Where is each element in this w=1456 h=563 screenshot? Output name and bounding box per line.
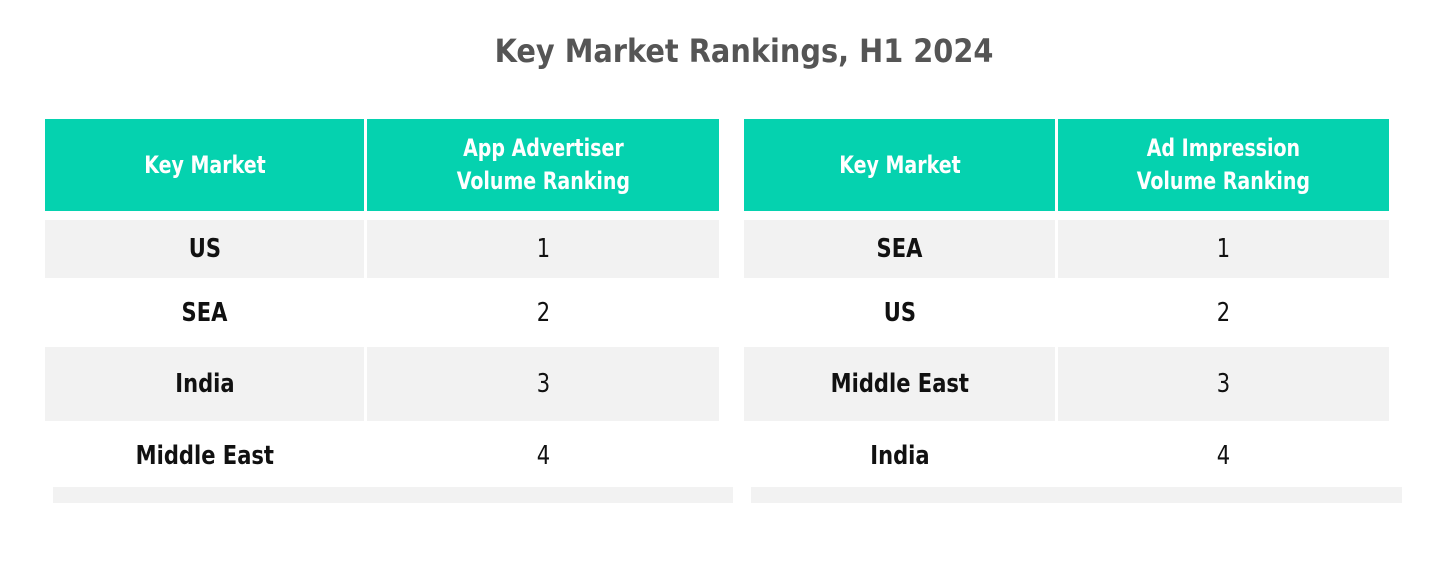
rank-cell: 4 <box>367 421 719 490</box>
rank-cell: 2 <box>1058 278 1389 347</box>
header-label: Key Market <box>838 150 961 179</box>
column-header-ranking: Ad Impression Volume Ranking <box>1058 119 1389 211</box>
market-name: SEA <box>876 234 923 264</box>
header-label: Ad Impression Volume Ranking <box>1136 134 1311 195</box>
page-title: Key Market Rankings, H1 2024 <box>494 32 994 70</box>
market-name: US <box>188 234 221 264</box>
rank-cell: 3 <box>1058 347 1389 421</box>
rank-value: 3 <box>1216 369 1231 399</box>
rank-cell: 3 <box>367 347 719 421</box>
market-cell: Middle East <box>744 347 1055 421</box>
column-header-key-market: Key Market <box>744 119 1055 211</box>
market-name: Middle East <box>830 369 969 399</box>
market-name: Middle East <box>135 440 274 471</box>
rank-value: 1 <box>1216 234 1231 264</box>
table-footer-strip <box>53 487 733 503</box>
rank-cell: 1 <box>367 220 719 278</box>
header-label: Key Market <box>143 150 266 179</box>
market-cell: US <box>744 278 1055 347</box>
column-header-key-market: Key Market <box>45 119 364 211</box>
market-name: US <box>883 297 916 328</box>
market-cell: SEA <box>744 220 1055 278</box>
header-label: App Advertiser Volume Ranking <box>456 134 630 195</box>
market-cell: India <box>744 421 1055 490</box>
market-name: India <box>174 369 235 399</box>
rank-cell: 4 <box>1058 421 1389 490</box>
rank-value: 4 <box>1216 440 1231 471</box>
rank-value: 4 <box>536 440 550 471</box>
market-name: SEA <box>181 297 228 328</box>
market-cell: India <box>45 347 364 421</box>
table-footer-strip <box>751 487 1402 503</box>
market-cell: US <box>45 220 364 278</box>
rank-cell: 1 <box>1058 220 1389 278</box>
column-header-ranking: App Advertiser Volume Ranking <box>367 119 719 211</box>
market-name: India <box>869 440 930 471</box>
market-cell: SEA <box>45 278 364 347</box>
rank-value: 3 <box>536 369 550 399</box>
rank-cell: 2 <box>367 278 719 347</box>
rank-value: 1 <box>536 234 550 264</box>
market-cell: Middle East <box>45 421 364 490</box>
rank-value: 2 <box>1216 297 1231 328</box>
rank-value: 2 <box>536 297 550 328</box>
